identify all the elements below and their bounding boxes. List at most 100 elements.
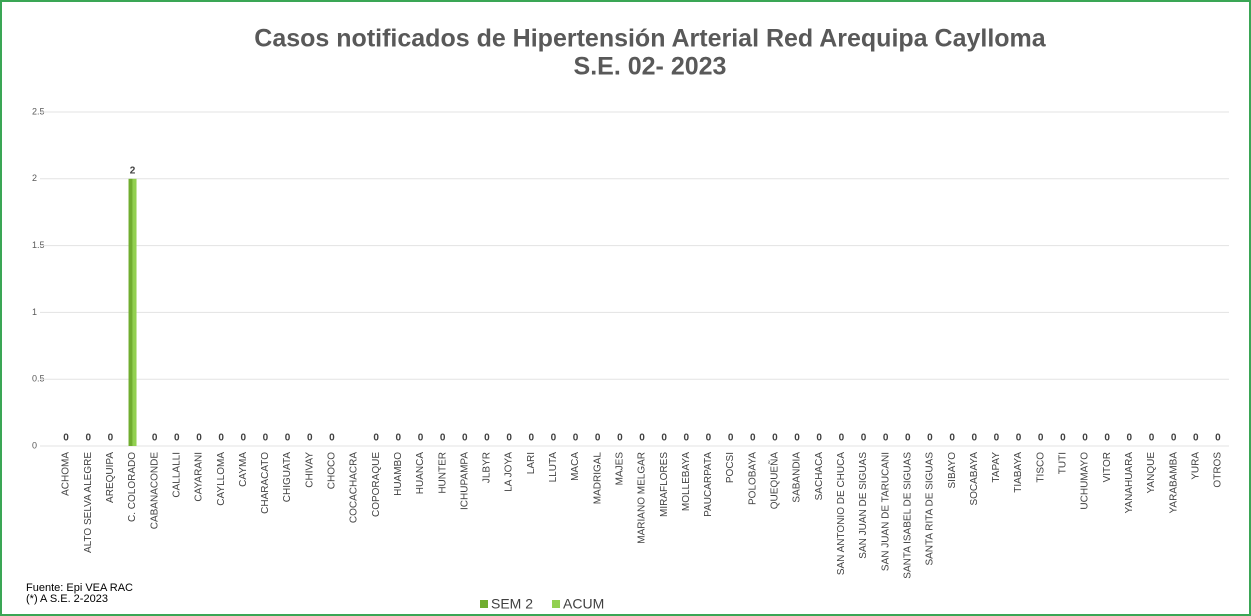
x-tick-label: HUANCA [415,452,426,495]
x-tick-label: YARABAMBA [1168,452,1179,514]
value-label: 0 [152,433,158,444]
x-tick-label: HUNTER [437,452,448,494]
value-label: 0 [1193,433,1199,444]
x-tick-label: TAPAY [991,452,1002,483]
x-tick-label: CABANACONDE [149,452,160,530]
y-tick-label: 0.5 [32,374,45,384]
value-label: 0 [1104,433,1110,444]
value-label: 0 [85,433,91,444]
value-label: 0 [373,433,379,444]
x-tick-label: MARIANO MELGAR [637,452,648,544]
x-tick-label: LARI [526,452,537,474]
value-label: 0 [684,433,690,444]
x-tick-label: ACHOMA [61,452,72,496]
x-tick-label: SANTA RITA DE SIGUAS [925,452,936,566]
bar [128,178,133,447]
legend-swatch [480,600,488,608]
legend-label: ACUM [563,596,604,612]
value-label: 0 [728,433,734,444]
value-label: 0 [506,433,512,444]
x-tick-label: CHOCO [327,452,338,489]
x-tick-label: CAYMA [238,452,249,487]
x-tick-label: SAN JUAN DE TARUCANI [880,452,891,571]
x-tick-label: QUEQUEÑA [768,452,781,510]
value-label: 0 [196,433,202,444]
value-label: 0 [108,433,114,444]
value-label: 0 [63,433,69,444]
x-tick-label: COCACHACRA [349,452,360,523]
value-label: 0 [307,433,313,444]
value-label: 0 [1060,433,1066,444]
value-label: 0 [263,433,269,444]
x-tick-label: VITOR [1102,452,1113,482]
x-tick-label: OTROS [1213,452,1224,488]
value-label: 0 [595,433,601,444]
x-tick-label: COPORAQUE [371,452,382,517]
x-tick-label: TIABAYA [1013,452,1024,493]
x-tick-label: CHIGUATA [282,452,293,503]
value-label: 0 [883,433,889,444]
x-tick-label: YANQUE [1146,452,1157,494]
value-label: 0 [551,433,557,444]
x-tick-label: SANTA ISABEL DE SIGUAS [902,452,913,579]
value-label: 0 [484,433,490,444]
value-label: 0 [528,433,534,444]
x-tick-label: POCSI [725,452,736,483]
x-tick-label: MIRAFLORES [659,452,670,517]
value-label: 0 [1082,433,1088,444]
chart-subtitle: S.E. 02- 2023 [574,53,727,81]
chart-title: Casos notificados de Hipertensión Arteri… [254,25,1046,53]
x-tick-label: SOCABAYA [969,452,980,506]
value-label: 0 [573,433,579,444]
value-label: 0 [861,433,867,444]
x-tick-label: CHARACATO [260,452,271,514]
value-label: 0 [816,433,822,444]
value-label: 0 [396,433,402,444]
value-label: 0 [1016,433,1022,444]
value-label: 0 [462,433,468,444]
x-tick-label: SACHACA [814,452,825,501]
x-tick-label: C. COLORADO [127,452,138,522]
x-tick-label: CHIVAY [304,452,315,488]
x-tick-label: SAN JUAN DE SIGUAS [858,452,869,559]
value-label: 0 [706,433,712,444]
y-tick-label: 1.5 [32,240,45,250]
x-tick-label: AREQUIPA [105,452,116,503]
x-tick-label: SABANDIA [792,452,803,503]
x-tick-label: SIBAYO [947,452,958,489]
x-tick-label: MADRIGAL [592,452,603,505]
x-tick-label: MACA [570,452,581,481]
x-tick-label: MAJES [614,452,625,486]
value-label: 2 [130,165,136,176]
x-tick-label: YURA [1190,452,1201,480]
value-label: 0 [750,433,756,444]
value-label: 0 [927,433,933,444]
legend-label: SEM 2 [491,596,533,612]
value-label: 0 [949,433,955,444]
y-tick-label: 1 [32,307,37,317]
value-label: 0 [440,433,446,444]
x-tick-label: HUAMBO [393,452,404,496]
y-tick-label: 2.5 [32,106,45,116]
x-tick-label: ICHUPAMPA [459,452,470,510]
value-label: 0 [639,433,645,444]
x-tick-label: POLOBAYA [747,452,758,505]
x-tick-label: YANAHUARA [1124,452,1135,514]
y-tick-label: 2 [32,173,37,183]
x-tick-label: LLUTA [548,452,559,483]
x-tick-label: SAN ANTONIO DE CHUCA [836,452,847,575]
x-tick-label: TISCO [1035,452,1046,483]
x-tick-label: LA JOYA [504,452,515,492]
value-label: 0 [1215,433,1221,444]
bar [132,178,137,447]
value-label: 0 [772,433,778,444]
value-label: 0 [839,433,845,444]
value-label: 0 [971,433,977,444]
x-tick-label: UCHUMAYO [1080,452,1091,510]
value-label: 0 [1171,433,1177,444]
x-tick-label: ALTO SELVA ALEGRE [83,452,94,553]
y-tick-label: 0 [32,440,37,450]
value-label: 0 [174,433,180,444]
